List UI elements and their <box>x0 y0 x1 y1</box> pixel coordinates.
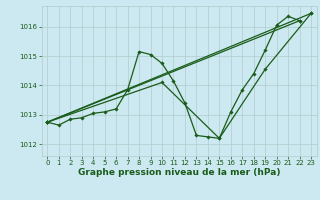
X-axis label: Graphe pression niveau de la mer (hPa): Graphe pression niveau de la mer (hPa) <box>78 168 280 177</box>
